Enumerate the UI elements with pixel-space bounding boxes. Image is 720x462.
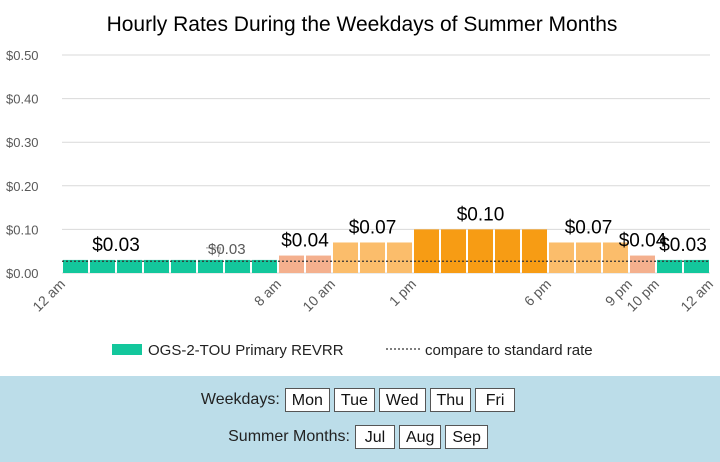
y-tick-label: $0.10 <box>6 222 39 237</box>
chart-title: Hourly Rates During the Weekdays of Summ… <box>107 13 618 36</box>
rate-bar <box>90 259 115 273</box>
data-label: $0.03 <box>208 241 246 258</box>
rate-bar <box>144 259 169 273</box>
legend-standard-rate-label: compare to standard rate <box>425 342 593 359</box>
month-button-jul[interactable]: Jul <box>354 425 395 449</box>
rate-bar <box>252 259 277 273</box>
rate-chart: Hourly Rates During the Weekdays of Summ… <box>6 13 716 359</box>
rate-bar <box>414 229 439 273</box>
legend-series-label: OGS-2-TOU Primary REVRR <box>148 342 344 359</box>
rate-bar <box>657 259 682 273</box>
data-label: $0.03 <box>659 235 707 256</box>
rate-bar <box>279 255 304 273</box>
rate-bar <box>576 242 601 273</box>
y-tick-label: $0.30 <box>6 135 39 150</box>
x-tick-label: 8 am <box>251 276 284 309</box>
weekday-button-tue[interactable]: Tue <box>333 388 375 412</box>
rate-bar <box>171 259 196 273</box>
x-tick-label: 12 am <box>677 276 716 315</box>
y-tick-label: $0.50 <box>6 48 39 63</box>
x-tick-label: 1 pm <box>386 276 419 309</box>
weekday-button-wed[interactable]: Wed <box>378 388 426 412</box>
x-tick-label: 12 am <box>29 276 68 315</box>
rate-bar <box>306 255 331 273</box>
rate-bar <box>225 259 250 273</box>
data-label-leader <box>206 247 222 258</box>
x-tick-label: 10 am <box>299 276 338 315</box>
data-label: $0.03 <box>92 235 140 256</box>
month-button-sep[interactable]: Sep <box>445 425 488 449</box>
weekday-button-fri[interactable]: Fri <box>475 388 516 412</box>
rate-bar <box>441 229 466 273</box>
months-row: Summer Months: Jul Aug Sep <box>0 425 720 449</box>
rate-bar <box>684 259 709 273</box>
data-label: $0.07 <box>565 217 613 238</box>
data-label: $0.04 <box>619 231 667 252</box>
rate-bar <box>63 259 88 273</box>
rate-bar <box>468 229 493 273</box>
data-label: $0.10 <box>457 204 505 225</box>
y-tick-label: $0.00 <box>6 266 39 281</box>
weekday-button-mon[interactable]: Mon <box>284 388 330 412</box>
data-label: $0.07 <box>349 217 397 238</box>
legend-series-swatch <box>112 344 142 355</box>
data-label: $0.04 <box>281 231 329 252</box>
weekdays-row: Weekdays: Mon Tue Wed Thu Fri <box>0 388 720 412</box>
rate-bar <box>387 242 412 273</box>
rate-bar <box>630 255 655 273</box>
rate-bar <box>198 259 223 273</box>
weekday-button-thu[interactable]: Thu <box>429 388 472 412</box>
filter-panel: Weekdays: Mon Tue Wed Thu Fri Summer Mon… <box>0 376 720 462</box>
rate-bar <box>549 242 574 273</box>
rate-bar <box>117 259 142 273</box>
months-label: Summer Months: <box>228 428 350 445</box>
rate-bar <box>522 229 547 273</box>
y-tick-label: $0.20 <box>6 179 39 194</box>
rate-bar <box>333 242 358 273</box>
weekdays-label: Weekdays: <box>200 391 280 408</box>
rate-bar <box>495 229 520 273</box>
x-tick-label: 6 pm <box>521 276 554 309</box>
rate-bar <box>360 242 385 273</box>
rate-bar <box>603 242 628 273</box>
month-button-aug[interactable]: Aug <box>398 425 442 449</box>
y-tick-label: $0.40 <box>6 92 39 107</box>
